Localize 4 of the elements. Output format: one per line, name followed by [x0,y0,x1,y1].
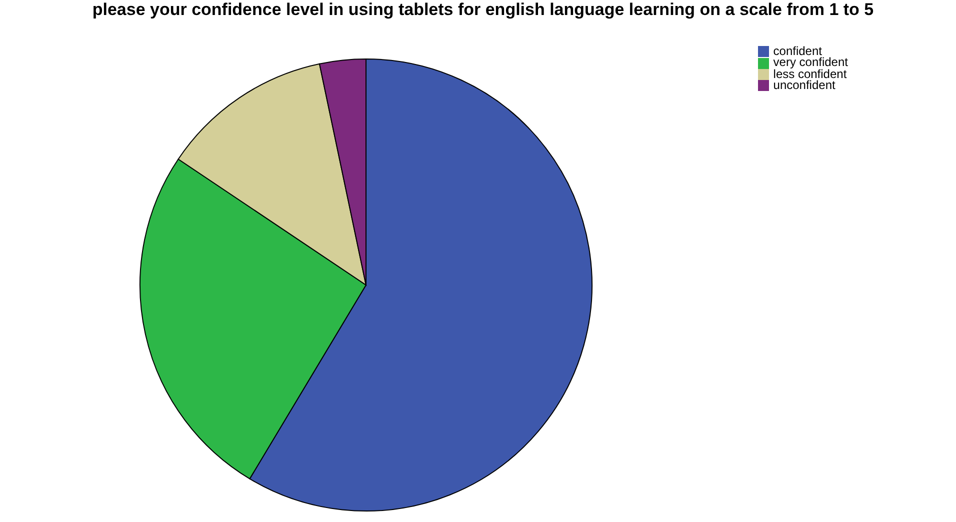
chart-title: please your confidence level in using tablets for english language learning on a scale from 1 to 5 [91,0,875,19]
legend-label: very confident [773,55,848,70]
legend-label: confident [773,44,822,58]
legend-label: unconfident [773,78,836,92]
